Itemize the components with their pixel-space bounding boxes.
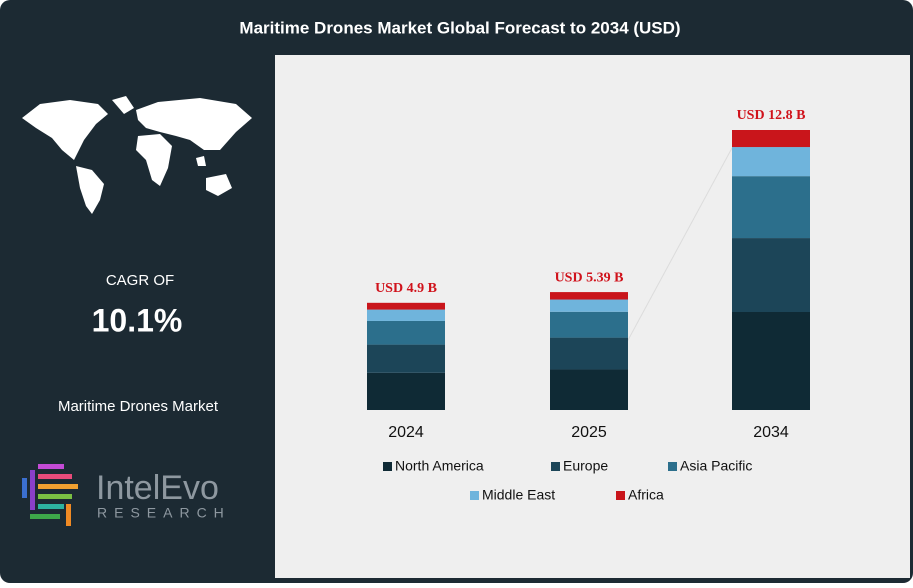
logo-tagline: RESEARCH [97, 505, 231, 521]
bar-segment [732, 147, 810, 177]
legend-swatch [383, 462, 392, 471]
bar-segment [550, 337, 628, 370]
bar-segment [367, 344, 445, 373]
bar-segment [367, 309, 445, 321]
bar-segment [550, 299, 628, 312]
bar-segment [367, 302, 445, 310]
legend-swatch [616, 491, 625, 500]
total-label: USD 12.8 B [737, 108, 806, 123]
bar-segment [550, 311, 628, 338]
market-name: Maritime Drones Market [58, 398, 219, 415]
chart-title: Maritime Drones Market Global Forecast t… [239, 18, 680, 37]
legend-swatch [551, 462, 560, 471]
legend-label: Africa [628, 487, 664, 503]
total-label: USD 4.9 B [375, 281, 437, 296]
bar-segment [732, 176, 810, 239]
legend-label: Middle East [482, 487, 555, 503]
bar-segment [732, 130, 810, 148]
legend-label: Asia Pacific [680, 458, 752, 474]
legend-label: Europe [563, 458, 608, 474]
x-tick-label: 2024 [388, 424, 424, 441]
trend-line [626, 147, 733, 343]
bar-segment [550, 292, 628, 300]
x-tick-label: 2025 [571, 424, 607, 441]
world-map [22, 96, 252, 214]
cagr-value: 10.1% [92, 302, 183, 338]
x-tick-label: 2034 [753, 424, 789, 441]
bar-segment [732, 238, 810, 312]
bar-segment [550, 369, 628, 410]
total-label: USD 5.39 B [555, 270, 624, 285]
bar-segment [367, 372, 445, 410]
legend-swatch [470, 491, 479, 500]
legend-swatch [668, 462, 677, 471]
logo-name: IntelEvo [96, 469, 219, 507]
logo-icon [22, 464, 78, 526]
bar-segment [367, 320, 445, 345]
cagr-label: CAGR OF [106, 272, 174, 289]
bar-segment [732, 312, 810, 410]
legend-label: North America [395, 458, 484, 474]
